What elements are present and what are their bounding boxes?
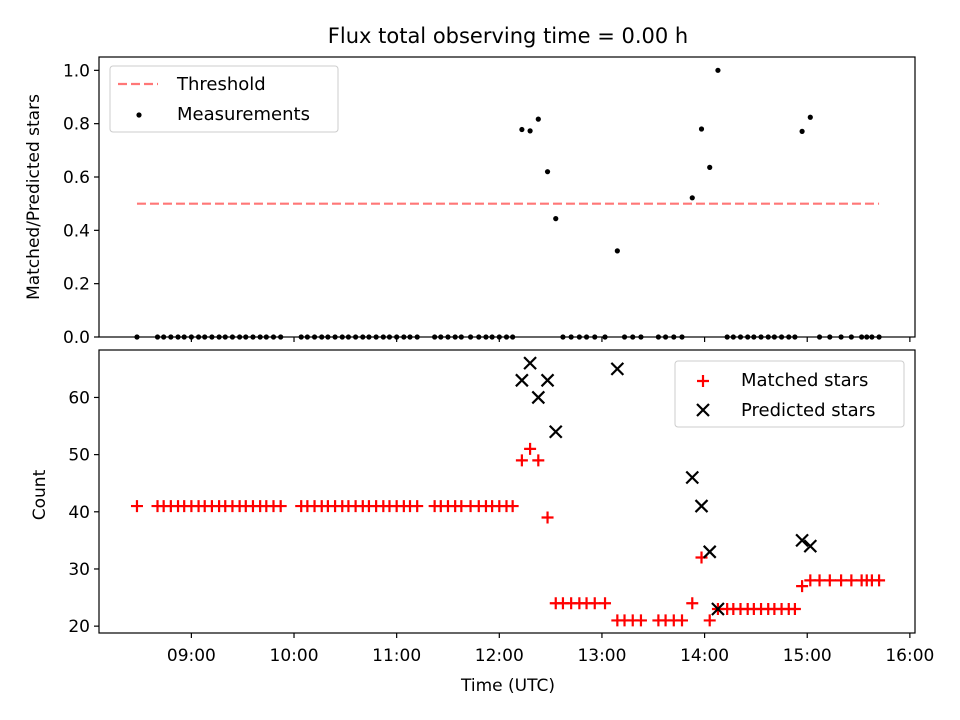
matched-star-point	[524, 442, 537, 455]
predicted-star-point	[685, 470, 700, 485]
ratio-y-tick-label: 0.6	[63, 168, 90, 188]
count-x-tick-label: 09:00	[167, 646, 216, 666]
legend-measurements-label: Measurements	[177, 104, 310, 125]
measurement-point	[707, 164, 713, 170]
ratio-y-tick-label: 1.0	[63, 61, 90, 81]
count-panel: 20 30 40 50 60 09:00 10:00 11:00 12:00 13:00 14:0…	[30, 349, 934, 696]
count-x-tick-label: 12:00	[475, 646, 524, 666]
predicted-star-point	[795, 533, 809, 548]
ratio-legend-box	[109, 65, 339, 133]
matched-star-point	[515, 454, 528, 467]
measurement-point	[614, 248, 620, 254]
predicted-star-point	[531, 390, 546, 405]
legend-measurements-swatch	[136, 112, 142, 118]
matched-star-point	[813, 574, 826, 587]
matched-star-point	[634, 614, 647, 627]
legend-predicted-label: Predicted stars	[741, 400, 875, 421]
matched-star-point	[676, 614, 689, 627]
ratio-y-tick-label: 0.0	[63, 328, 90, 348]
count-x-label: Time (UTC)	[460, 676, 555, 696]
measurement-point	[544, 169, 551, 175]
matched-star-point	[703, 614, 716, 627]
measurement-point	[689, 195, 695, 201]
count-legend: Matched stars Predicted stars	[674, 360, 905, 428]
predicted-star-point	[803, 539, 818, 553]
ratio-axes-frame	[98, 56, 916, 338]
matched-star-point	[873, 574, 886, 587]
matched-star-point	[532, 454, 545, 467]
count-y-tick-label: 30	[68, 560, 90, 580]
measurement-point	[807, 114, 813, 120]
measurement-point	[535, 116, 541, 122]
legend-predicted-swatch	[696, 403, 710, 417]
matched-star-point	[823, 574, 836, 587]
legend-matched-swatch	[697, 375, 709, 387]
count-y-label: Count	[30, 469, 50, 520]
matched-star-point	[845, 574, 858, 587]
count-x-tick-label: 10:00	[270, 646, 319, 666]
matched-star-point	[411, 500, 424, 513]
matched-star-point	[130, 500, 143, 513]
measurement-point	[715, 67, 721, 73]
count-y-tick-label: 20	[68, 617, 90, 637]
matched-points	[130, 442, 886, 627]
matched-star-point	[274, 500, 287, 513]
ratio-y-label: Matched/Predicted stars	[24, 94, 44, 300]
measurement-point	[698, 126, 705, 132]
predicted-points	[515, 356, 818, 616]
matched-star-point	[796, 580, 809, 593]
matched-star-point	[695, 551, 708, 564]
measurement-point	[519, 126, 525, 133]
predicted-star-point	[515, 373, 529, 388]
matched-star-point	[835, 574, 848, 587]
ratio-y-tick-label: 0.8	[63, 115, 90, 135]
legend-threshold-label: Threshold	[176, 74, 266, 95]
measurement-point	[553, 216, 559, 222]
count-x-tick-label: 16:00	[885, 646, 934, 666]
count-x-tick-label: 15:00	[783, 646, 832, 666]
matched-star-point	[588, 597, 601, 610]
predicted-star-point	[702, 545, 717, 559]
count-x-ticks: 09:00 10:00 11:00 12:00 13:00 14:00 15:00 16:00	[167, 633, 934, 666]
predicted-star-point	[540, 373, 555, 388]
ratio-panel: 0.0 0.2 0.4 0.6 0.8 1.0 Matched/Predicted sta…	[24, 56, 916, 348]
count-y-tick-label: 60	[68, 388, 90, 408]
predicted-star-point	[711, 602, 725, 616]
count-y-tick-label: 50	[68, 446, 90, 466]
count-y-ticks: 20 30 40 50 60	[68, 388, 99, 637]
predicted-star-point	[548, 424, 563, 439]
ratio-y-tick-label: 0.2	[63, 275, 90, 295]
count-axes-frame	[98, 349, 916, 634]
count-y-tick-label: 40	[68, 503, 90, 523]
chart-title: Flux total observing time = 0.00 h	[328, 24, 688, 48]
matched-star-point	[788, 602, 801, 615]
measurement-point	[527, 128, 533, 134]
matched-star-point	[541, 511, 554, 524]
ratio-y-tick-label: 0.4	[63, 221, 90, 241]
count-legend-box	[674, 360, 905, 428]
count-x-tick-label: 11:00	[372, 646, 421, 666]
matched-star-point	[599, 597, 612, 610]
predicted-star-point	[610, 362, 625, 376]
legend-matched-label: Matched stars	[741, 370, 868, 391]
matched-star-point	[686, 597, 699, 610]
ratio-y-ticks: 0.0 0.2 0.4 0.6 0.8 1.0	[63, 61, 99, 348]
ratio-legend: Threshold Measurements	[109, 65, 339, 133]
predicted-star-point	[523, 356, 537, 370]
count-x-tick-label: 13:00	[577, 646, 626, 666]
matched-star-point	[506, 500, 519, 513]
count-x-tick-label: 14:00	[680, 646, 729, 666]
predicted-star-point	[694, 499, 709, 513]
measurement-point	[799, 128, 805, 134]
